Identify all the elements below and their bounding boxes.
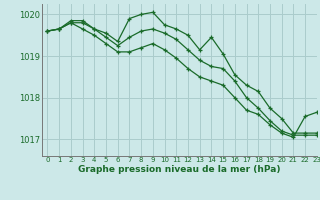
X-axis label: Graphe pression niveau de la mer (hPa): Graphe pression niveau de la mer (hPa)	[78, 165, 280, 174]
